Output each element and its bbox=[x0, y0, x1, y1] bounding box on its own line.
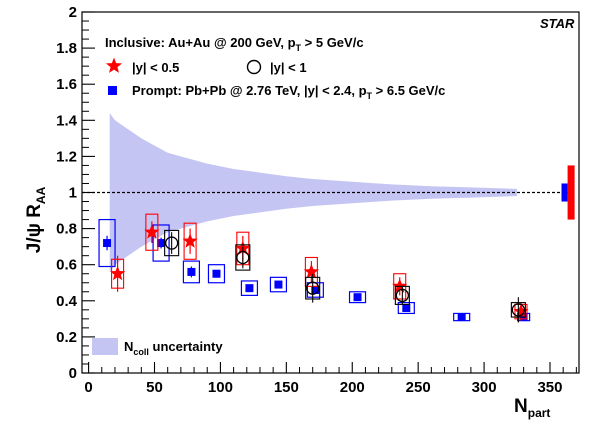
axis-titles: Npart J/ψ RAA bbox=[24, 186, 550, 420]
global-uncertainty-bar bbox=[567, 165, 575, 220]
circle-sys-box bbox=[235, 244, 251, 271]
x-axis-title: Npart bbox=[514, 396, 550, 420]
square-data-point bbox=[348, 291, 367, 304]
global-uncertainty-layer bbox=[561, 165, 575, 220]
square-sys-box bbox=[98, 218, 116, 268]
y-axis-title: J/ψ RAA bbox=[24, 186, 48, 253]
x-tick-label: 350 bbox=[537, 379, 562, 396]
square-marker bbox=[157, 239, 166, 248]
square-marker bbox=[187, 267, 196, 276]
global-uncertainty-bar bbox=[561, 183, 568, 202]
circle-marker bbox=[236, 250, 250, 265]
square-marker bbox=[212, 269, 221, 278]
y-tick-label: 0.8 bbox=[56, 221, 77, 238]
legend: STAR Inclusive: Au+Au @ 200 GeV, pT > 5 … bbox=[92, 16, 575, 357]
square-data-point bbox=[306, 282, 324, 298]
circle-data-point bbox=[510, 297, 526, 323]
square-marker bbox=[353, 293, 362, 302]
x-tick-label: 0 bbox=[84, 379, 92, 396]
experiment-label: STAR bbox=[540, 16, 575, 31]
square-data-point bbox=[269, 276, 288, 293]
legend-star-shape bbox=[105, 57, 123, 73]
circle-marker bbox=[164, 236, 179, 250]
y-tick-label: 1.8 bbox=[56, 40, 77, 57]
star-data-point bbox=[182, 222, 198, 260]
y-tick-label: 0.6 bbox=[56, 257, 77, 274]
legend-header: Inclusive: Au+Au @ 200 GeV, pT > 5 GeV/c bbox=[105, 35, 364, 53]
square-data-point bbox=[182, 260, 201, 284]
star-data-point bbox=[109, 255, 126, 292]
legend-prompt-label: Prompt: Pb+Pb @ 2.76 TeV, |y| < 2.4, pT … bbox=[132, 83, 445, 101]
square-data-point bbox=[397, 302, 415, 315]
circle-data-point bbox=[235, 244, 251, 271]
square-sys-box bbox=[348, 291, 367, 304]
star-sys-box bbox=[145, 213, 159, 251]
square-marker bbox=[245, 284, 254, 293]
square-marker bbox=[457, 313, 466, 322]
data-points-layer bbox=[98, 213, 531, 323]
y-tick-label: 1.2 bbox=[56, 148, 77, 165]
y-tick-label: 0 bbox=[69, 365, 77, 382]
star-data-point bbox=[144, 213, 160, 251]
x-tick-label: 250 bbox=[406, 379, 431, 396]
x-tick-label: 100 bbox=[208, 379, 233, 396]
square-sys-box bbox=[152, 224, 170, 262]
square-sys-box bbox=[269, 276, 288, 293]
square-marker bbox=[311, 285, 320, 294]
legend-star-marker bbox=[105, 57, 123, 73]
square-marker bbox=[402, 304, 411, 313]
circle-marker bbox=[511, 303, 526, 317]
circle-data-point bbox=[305, 273, 321, 303]
square-data-point bbox=[98, 218, 116, 268]
legend-circle-marker bbox=[246, 59, 262, 75]
square-sys-box bbox=[397, 302, 415, 315]
star-marker bbox=[144, 224, 160, 239]
square-sys-box bbox=[207, 264, 226, 284]
x-tick-label: 200 bbox=[340, 379, 365, 396]
square-data-point bbox=[152, 224, 170, 262]
y-tick-label: 1 bbox=[69, 185, 77, 202]
square-data-point bbox=[240, 280, 259, 296]
square-data-point bbox=[453, 312, 471, 322]
circle-data-point bbox=[394, 285, 410, 305]
circle-sys-box bbox=[164, 229, 180, 257]
legend-square-marker bbox=[108, 86, 117, 95]
y-tick-label: 1.6 bbox=[56, 76, 77, 93]
y-tick-label: 1.4 bbox=[56, 112, 78, 129]
circle-data-point bbox=[164, 229, 180, 257]
y-tick-label: 0.2 bbox=[56, 329, 77, 346]
star-sys-box bbox=[304, 256, 318, 287]
y-tick-label: 0.4 bbox=[56, 293, 78, 310]
legend-band-label: Ncoll uncertainty bbox=[124, 339, 223, 357]
axes-layer: 0 50 100 150 200 250 300 350 0 0.2 0.4 0.6 0.8 1 1.2 1.… bbox=[56, 4, 580, 396]
star-marker bbox=[109, 265, 126, 281]
star-sys-box bbox=[183, 222, 197, 260]
square-sys-box bbox=[240, 280, 259, 296]
x-tick-label: 300 bbox=[472, 379, 497, 396]
legend-star-label: |y| < 0.5 bbox=[132, 60, 179, 75]
circle-marker bbox=[395, 288, 409, 303]
star-marker bbox=[182, 233, 198, 248]
square-sys-box bbox=[182, 260, 201, 284]
star-data-point bbox=[303, 256, 319, 287]
star-marker bbox=[513, 303, 529, 319]
legend-band-swatch bbox=[92, 338, 118, 355]
circle-marker bbox=[306, 281, 320, 295]
y-tick-label: 2 bbox=[69, 4, 77, 21]
legend-circle-label: |y| < 1 bbox=[270, 60, 307, 75]
square-data-point bbox=[207, 264, 226, 284]
square-marker bbox=[274, 280, 283, 289]
star-marker bbox=[303, 263, 319, 279]
star-marker bbox=[392, 278, 408, 293]
square-marker bbox=[103, 239, 112, 248]
x-tick-label: 50 bbox=[146, 379, 163, 396]
x-tick-label: 150 bbox=[274, 379, 299, 396]
